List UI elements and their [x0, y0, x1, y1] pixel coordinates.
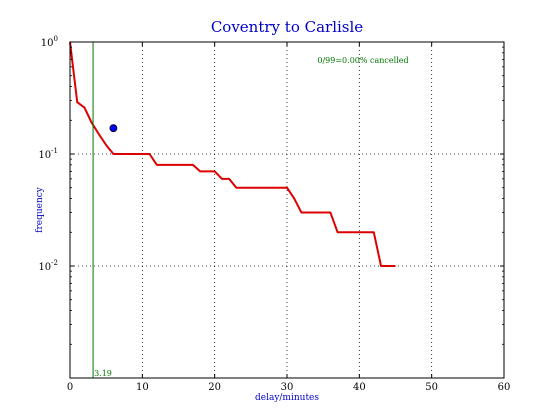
- y-tick-exponent: -1: [51, 147, 58, 155]
- x-tick-label: 0: [67, 382, 73, 393]
- marker-layer: [109, 124, 118, 133]
- vline-label: 3.19: [94, 369, 112, 378]
- y-tick-label: 10-1: [38, 147, 58, 161]
- x-tick-label: 40: [353, 382, 366, 393]
- y-tick-exponent: 0: [54, 35, 58, 43]
- y-tick-exponent: -2: [51, 259, 58, 267]
- x-tick-label: 20: [208, 382, 221, 393]
- cancelled-annotation: 0/99=0.00% cancelled: [317, 56, 408, 65]
- y-tick-label: 100: [41, 35, 58, 49]
- series-layer: [69, 41, 396, 267]
- x-axis-label: delay/minutes: [255, 393, 319, 403]
- mean-marker: [109, 124, 118, 133]
- x-tick-label: 50: [425, 382, 438, 393]
- delay-frequency-line: [69, 41, 396, 267]
- y-tick-label: 10-2: [38, 259, 58, 273]
- x-tick-label: 10: [136, 382, 149, 393]
- x-tick-label: 60: [498, 382, 511, 393]
- chart-title: Coventry to Carlisle: [211, 18, 363, 36]
- ticks: [69, 41, 505, 378]
- x-tick-label: 30: [281, 382, 294, 393]
- y-axis-label: frequency: [35, 186, 45, 233]
- y-tick-base: 10: [38, 262, 51, 273]
- y-tick-base: 10: [38, 150, 51, 161]
- y-tick-base: 10: [41, 38, 54, 49]
